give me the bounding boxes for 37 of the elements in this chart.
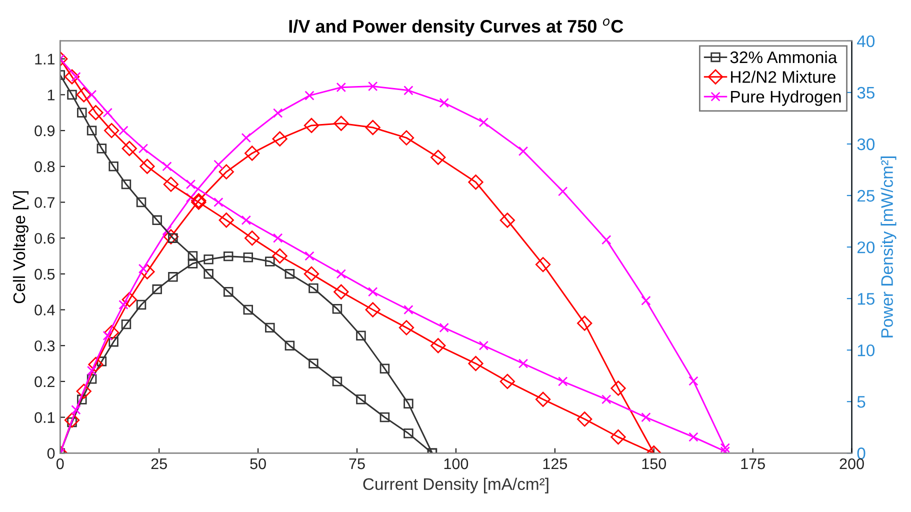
- x-tick-label: 175: [741, 458, 765, 470]
- y-tick-label: 0.2: [34, 376, 54, 388]
- y2-tick-label: 0: [857, 448, 866, 460]
- y2-tick-label: 35: [857, 86, 874, 99]
- x-tick-label: 150: [642, 458, 666, 470]
- y-tick-label: 1: [48, 90, 55, 100]
- x-tick-label: 25: [151, 458, 167, 470]
- x-tick-label: 100: [444, 458, 468, 470]
- x-axis-title: Current Density [mA/cm²]: [363, 478, 548, 494]
- y-tick-label: 0.8: [34, 161, 55, 172]
- y2-tick-label: 10: [858, 344, 875, 356]
- y2-axis-title: Power Density [mW/cm²]: [880, 156, 896, 338]
- x-tick-label: 125: [543, 458, 568, 470]
- y-tick-label: 0.9: [34, 125, 55, 136]
- x-tick-label: 0: [56, 458, 64, 470]
- y-tick-label: 0.4: [34, 304, 55, 316]
- legend-label: 32% Ammonia: [730, 50, 838, 64]
- chart-title: I/V and Power density Curves at 750 $^{o}$C: [289, 18, 624, 36]
- legend-label: Pure Hydrogen: [731, 90, 841, 106]
- y2-tick-label: 20: [857, 241, 875, 254]
- legend-label: H2/N2 Mixture: [731, 70, 836, 83]
- y-tick-label: 0.6: [34, 232, 55, 244]
- y-tick-label: 0.5: [34, 268, 55, 280]
- x-tick-label: 75: [349, 458, 365, 470]
- y-tick-label: 0.1: [34, 412, 55, 423]
- y2-tick-label: 30: [857, 138, 875, 150]
- y-axis-title: Cell Voltage [V]: [12, 191, 28, 304]
- y-tick-label: 0.7: [34, 197, 54, 208]
- y2-tick-label: 40: [857, 35, 875, 48]
- y-tick-label: 0: [47, 448, 55, 459]
- x-tick-label: 50: [250, 458, 266, 470]
- y2-tick-label: 25: [857, 190, 874, 202]
- y-tick-label: 1.1: [35, 54, 55, 64]
- x-tick-label: 200: [840, 458, 864, 470]
- y2-tick-label: 5: [857, 396, 866, 408]
- y-tick-label: 0.3: [34, 340, 55, 352]
- y2-tick-label: 15: [858, 293, 874, 305]
